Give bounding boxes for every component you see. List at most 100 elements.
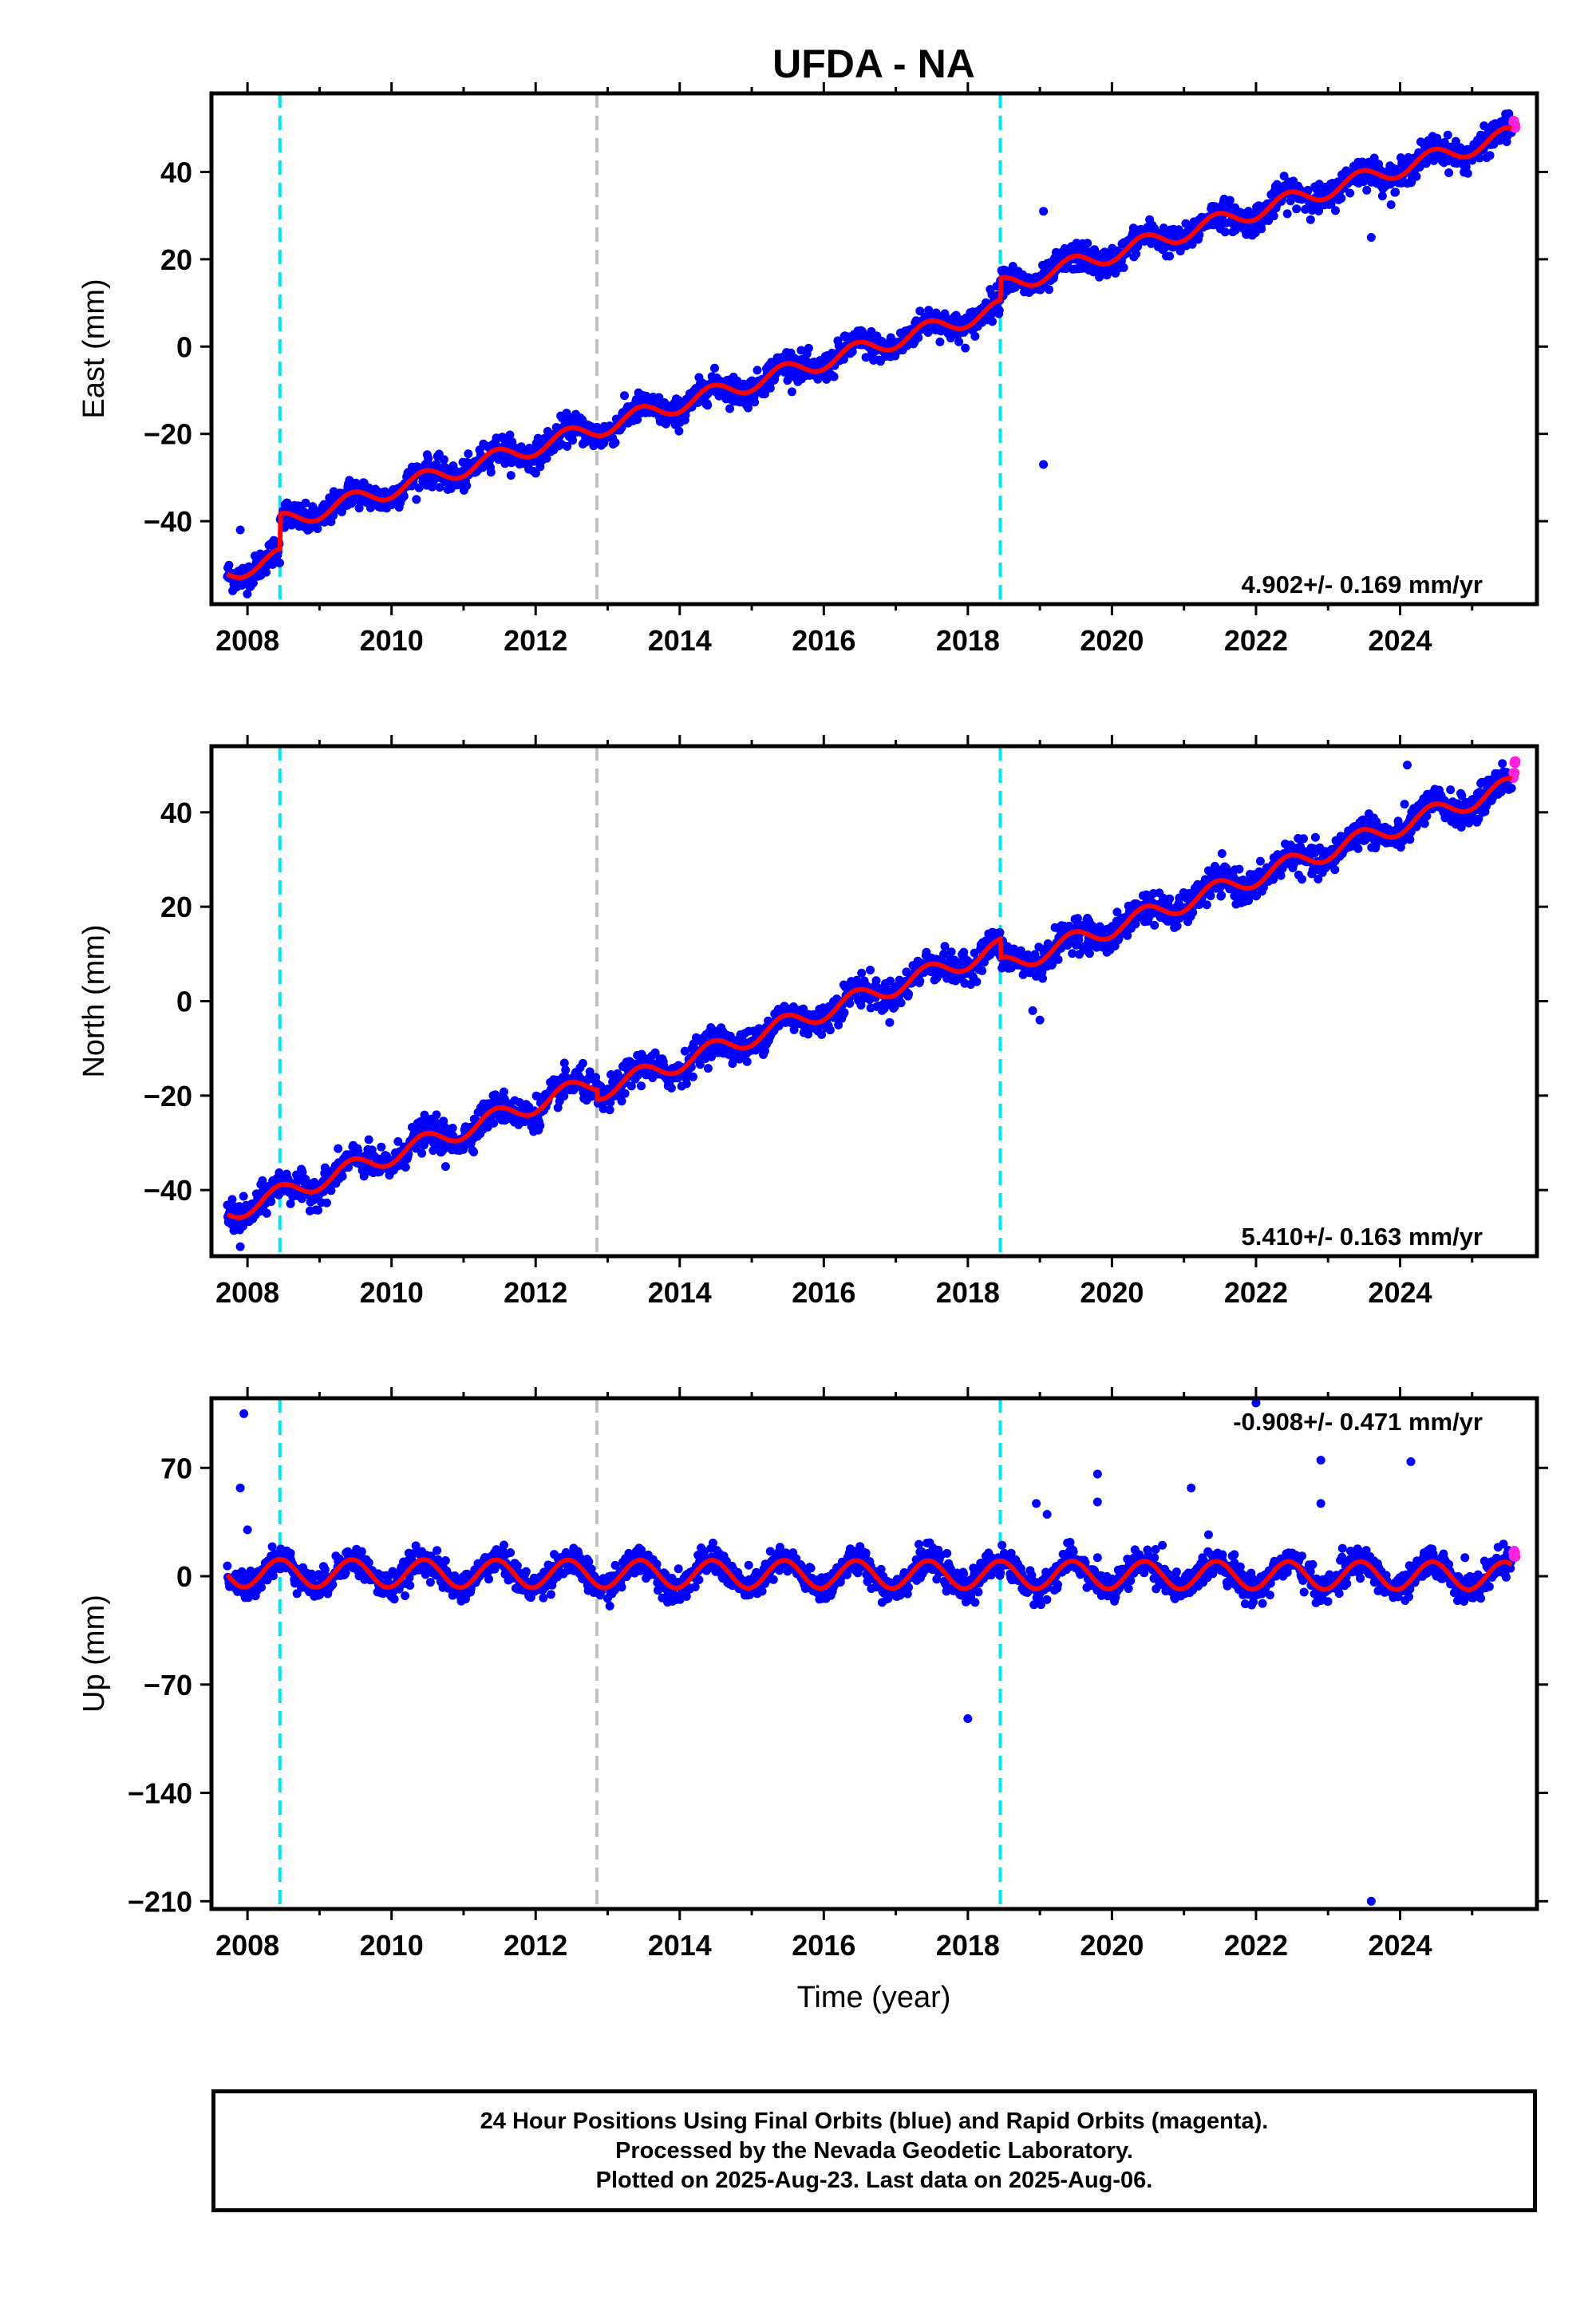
x-tick-label: 2018 xyxy=(936,624,1000,657)
data-point xyxy=(393,1136,403,1146)
data-point xyxy=(262,1208,271,1218)
data-point xyxy=(286,520,296,530)
x-tick-label: 2024 xyxy=(1368,624,1432,657)
outlier-point xyxy=(1366,233,1376,243)
data-point xyxy=(399,492,409,501)
data-point xyxy=(568,436,577,445)
x-tick-label: 2022 xyxy=(1224,1276,1288,1309)
data-point xyxy=(1202,900,1211,910)
data-point xyxy=(896,998,906,1008)
x-tick-label: 2014 xyxy=(648,1276,712,1309)
data-point xyxy=(1160,243,1170,252)
data-point xyxy=(338,1172,347,1181)
x-tick-label: 2012 xyxy=(504,1276,567,1309)
data-point xyxy=(1269,211,1278,221)
data-point xyxy=(314,1205,323,1215)
y-tick-label: −20 xyxy=(144,418,192,451)
data-point xyxy=(542,453,551,463)
data-point xyxy=(666,1083,676,1093)
x-tick-label: 2020 xyxy=(1080,1276,1144,1309)
y-tick-label: −40 xyxy=(144,505,192,538)
data-point xyxy=(1257,224,1266,234)
data-point xyxy=(742,1057,752,1066)
data-point xyxy=(988,317,997,326)
data-point xyxy=(1504,109,1514,118)
data-point xyxy=(412,495,421,504)
data-point xyxy=(401,1163,410,1172)
data-point xyxy=(961,343,970,353)
data-point xyxy=(563,441,572,451)
data-point xyxy=(1217,891,1227,900)
data-point xyxy=(243,589,252,599)
data-point xyxy=(486,468,496,477)
data-point xyxy=(760,389,769,399)
data-point xyxy=(334,1144,343,1153)
data-point xyxy=(637,1081,646,1091)
data-point xyxy=(248,579,258,587)
data-point xyxy=(654,393,664,402)
y-tick-label: 20 xyxy=(160,891,192,923)
data-point xyxy=(1362,185,1372,195)
data-point xyxy=(239,1192,248,1201)
rapid-orbit-points xyxy=(1508,115,1521,133)
data-point xyxy=(703,1064,713,1073)
data-point xyxy=(1133,242,1143,251)
data-point xyxy=(1443,130,1452,140)
data-point xyxy=(787,387,796,397)
data-point xyxy=(1150,920,1159,930)
data-point xyxy=(1475,153,1484,163)
data-point xyxy=(223,1561,232,1571)
data-point xyxy=(439,455,448,464)
data-point xyxy=(531,468,540,478)
y-axis-label: East (mm) xyxy=(77,279,111,418)
data-point xyxy=(1132,249,1141,259)
data-point xyxy=(1292,204,1302,214)
data-point xyxy=(1303,185,1313,195)
data-point xyxy=(995,927,1005,937)
data-point xyxy=(1282,209,1292,219)
outlier-point xyxy=(235,1242,245,1251)
data-point xyxy=(1326,200,1336,209)
model-fit-line xyxy=(226,124,1512,580)
data-point xyxy=(617,1097,626,1106)
data-point xyxy=(1172,921,1182,931)
data-point xyxy=(500,1087,508,1097)
data-point xyxy=(662,419,671,429)
y-tick-label: −40 xyxy=(144,1174,192,1207)
y-tick-label: 20 xyxy=(160,243,192,276)
data-point xyxy=(1053,954,1063,964)
data-point xyxy=(839,1008,849,1018)
data-point xyxy=(1102,271,1112,280)
data-point xyxy=(1225,196,1235,205)
data-point xyxy=(1498,759,1507,769)
data-point xyxy=(633,415,642,425)
data-point xyxy=(871,976,881,986)
data-point xyxy=(804,343,813,353)
data-point xyxy=(578,1058,587,1068)
data-point xyxy=(489,1118,499,1128)
data-point xyxy=(1220,227,1230,237)
x-tick-label: 2010 xyxy=(360,624,424,657)
data-point xyxy=(994,306,1004,315)
data-point xyxy=(1444,168,1454,177)
y-tick-label: 0 xyxy=(176,330,192,363)
data-point xyxy=(432,1110,441,1120)
y-tick-label: −20 xyxy=(144,1080,192,1113)
data-point xyxy=(1306,215,1315,224)
data-point xyxy=(885,1018,895,1027)
x-tick-label: 2018 xyxy=(936,1276,1000,1309)
x-tick-label: 2024 xyxy=(1368,1276,1432,1309)
data-point xyxy=(954,337,964,346)
data-point xyxy=(946,334,955,343)
data-point xyxy=(1083,239,1092,248)
data-point xyxy=(464,449,473,459)
data-point xyxy=(448,1124,457,1132)
data-point xyxy=(935,337,945,346)
data-point xyxy=(951,310,961,320)
data-point xyxy=(1377,192,1387,201)
east-panel: 2008 2010 2012 2014 2016 2018 2020 2022 2024−40−… xyxy=(77,82,1548,657)
x-tick-label: 2008 xyxy=(215,624,279,657)
outlier-point xyxy=(235,525,245,535)
data-point xyxy=(1405,835,1415,844)
data-point xyxy=(364,1135,373,1144)
